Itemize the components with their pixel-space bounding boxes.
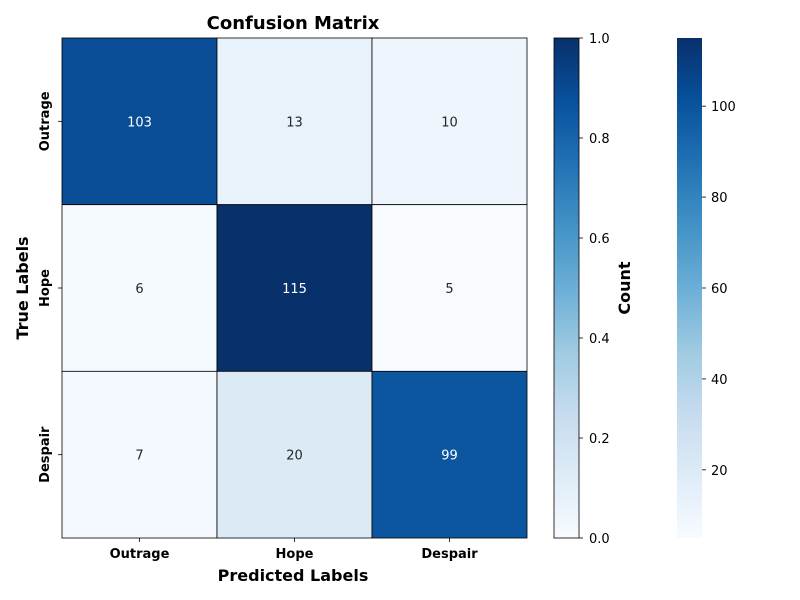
colorbar-counts-tick-label: 40 — [711, 373, 728, 388]
heatmap-cell — [216, 37, 373, 206]
heatmap-cell — [216, 370, 373, 539]
cell-value-label: 10 — [441, 115, 458, 130]
x-axis-ticks: Outrage Hope Despair — [110, 538, 478, 562]
cell-value-label: 13 — [286, 115, 303, 130]
y-tick-label: Despair — [38, 426, 53, 483]
colorbar-normalized-ticks: 0.0 0.2 0.4 0.6 0.8 1.0 — [579, 32, 610, 547]
x-tick-label: Hope — [276, 547, 314, 562]
colorbar-label: Count — [615, 261, 634, 315]
colorbar-tick-label: 0.4 — [589, 332, 610, 347]
colorbar-tick-label: 0.6 — [589, 232, 610, 247]
y-tick-label: Hope — [38, 269, 53, 307]
colorbar-counts-tick-label: 100 — [711, 100, 736, 115]
heatmap-cells — [61, 37, 528, 539]
y-tick-label: Outrage — [38, 91, 53, 151]
colorbar-tick-label: 0.2 — [589, 432, 610, 447]
heatmap-cell — [216, 204, 373, 372]
heatmap-cell — [61, 37, 218, 206]
heatmap-cell — [371, 37, 528, 206]
colorbar-counts-ticks: 20 40 60 80 100 — [702, 100, 736, 479]
colorbar-normalized — [553, 37, 580, 539]
colorbar-tick-label: 0.8 — [589, 132, 610, 147]
chart-title: Confusion Matrix — [207, 13, 380, 34]
colorbar-counts-tick-label: 60 — [711, 282, 728, 297]
y-axis-label: True Labels — [13, 236, 32, 339]
x-tick-label: Outrage — [110, 547, 170, 562]
colorbar-counts-tick-label: 80 — [711, 191, 728, 206]
x-axis-label: Predicted Labels — [218, 566, 369, 585]
colorbar-tick-label: 0.0 — [589, 532, 610, 547]
cell-value-label: 103 — [127, 115, 152, 130]
heatmap-cell — [61, 370, 218, 539]
cell-value-label: 115 — [282, 282, 307, 297]
heatmap-cell-labels: 103 13 10 6 115 5 7 20 99 — [127, 115, 458, 463]
heatmap-cell — [61, 204, 218, 372]
colorbar-tick-label: 1.0 — [589, 32, 610, 47]
x-tick-label: Despair — [421, 547, 478, 562]
cell-value-label: 5 — [445, 282, 453, 297]
colorbar-counts — [677, 38, 702, 538]
y-axis-ticks: Outrage Hope Despair — [38, 91, 62, 483]
cell-value-label: 6 — [135, 282, 143, 297]
heatmap-cell — [371, 204, 528, 372]
cell-value-label: 99 — [441, 449, 458, 464]
colorbar-counts-tick-label: 20 — [711, 464, 728, 479]
cell-value-label: 7 — [135, 449, 143, 464]
cell-value-label: 20 — [286, 449, 303, 464]
